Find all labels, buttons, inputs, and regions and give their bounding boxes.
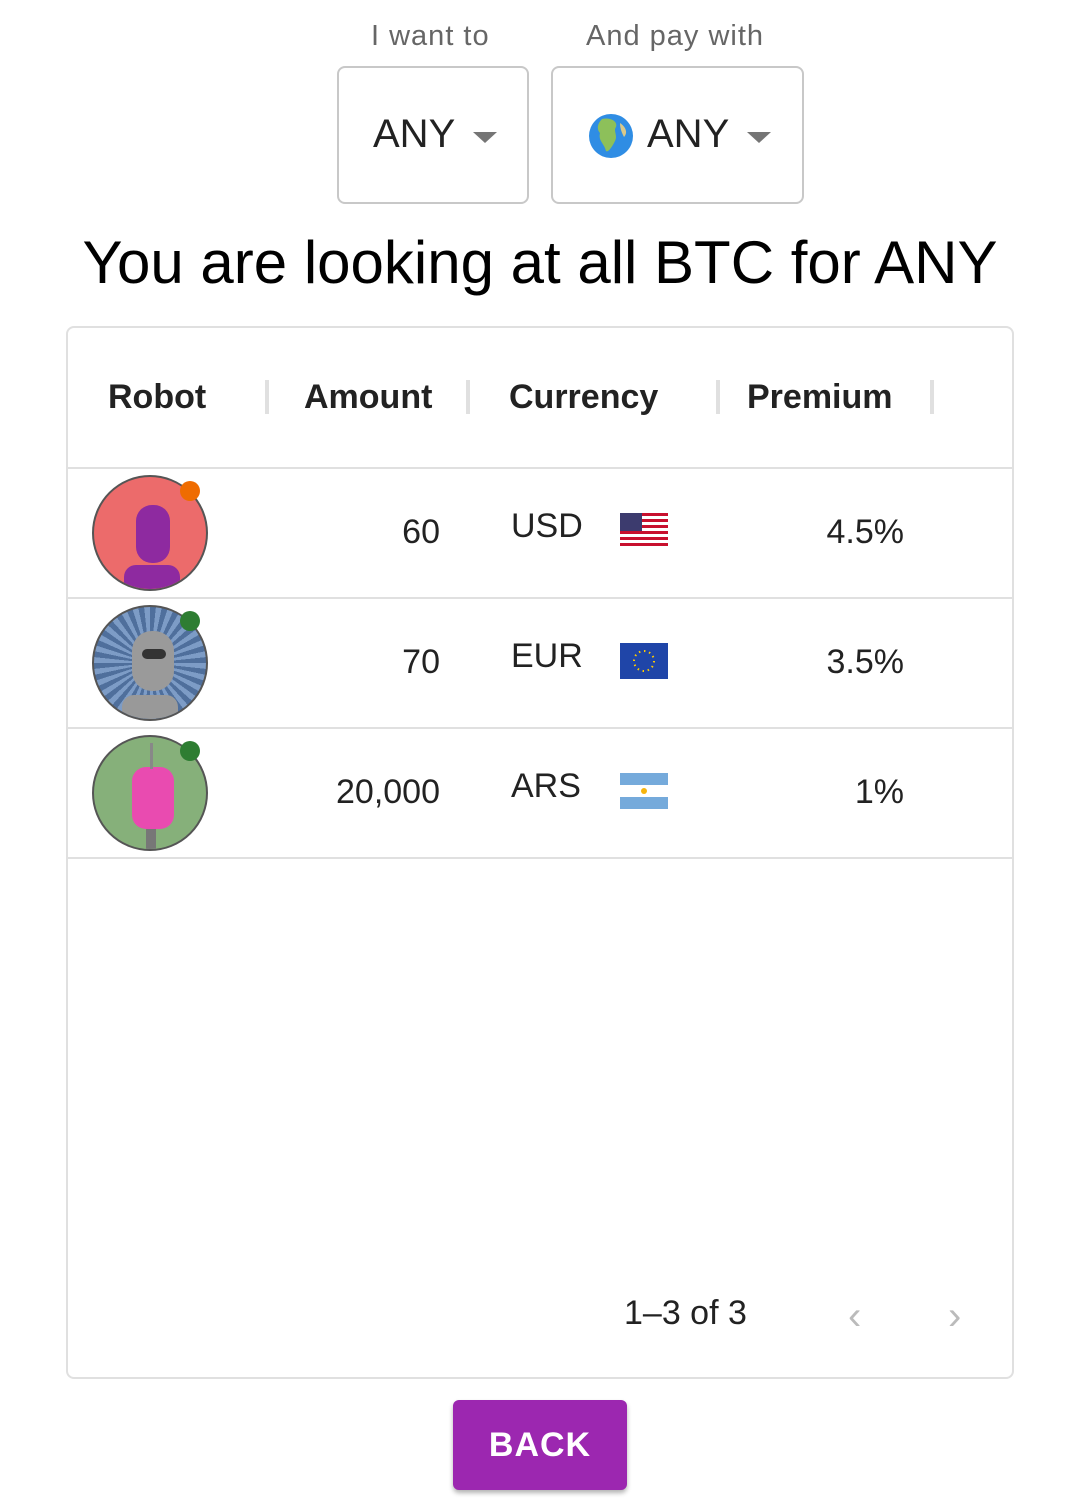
us-flag-icon: [620, 513, 668, 549]
chevron-left-icon[interactable]: ‹: [848, 1294, 862, 1338]
premium: 3.5%: [826, 643, 905, 681]
pay-label: And pay with: [586, 20, 765, 52]
premium: 1%: [854, 773, 904, 811]
pay-value: ANY: [647, 112, 730, 156]
table-row[interactable]: 70 EUR 3.5%: [68, 599, 1012, 729]
ar-flag-icon: [620, 773, 668, 809]
column-separator[interactable]: [466, 380, 470, 414]
premium: 4.5%: [826, 513, 905, 551]
currency: USD: [511, 507, 583, 545]
pagination-info: 1–3 of 3: [624, 1294, 747, 1332]
want-label: I want to: [371, 20, 490, 52]
col-premium[interactable]: Premium: [747, 378, 893, 416]
column-separator[interactable]: [265, 380, 269, 414]
amount: 70: [402, 643, 440, 681]
chevron-down-icon: [473, 132, 497, 143]
want-select[interactable]: ANY: [337, 66, 529, 204]
amount: 60: [402, 513, 440, 551]
column-separator[interactable]: [930, 380, 934, 414]
currency: ARS: [511, 767, 581, 805]
column-separator[interactable]: [716, 380, 720, 414]
amount: 20,000: [336, 773, 440, 811]
want-value: ANY: [373, 112, 456, 156]
globe-icon: [589, 114, 633, 158]
order-table: Robot Amount Currency Premium 60 USD 4.5…: [66, 326, 1014, 1379]
status-dot: [180, 741, 200, 761]
col-amount[interactable]: Amount: [304, 378, 433, 416]
page-title: You are looking at all BTC for ANY: [82, 229, 998, 296]
back-button[interactable]: BACK: [453, 1400, 627, 1490]
chevron-down-icon: [747, 132, 771, 143]
status-dot: [180, 481, 200, 501]
table-row[interactable]: 60 USD 4.5%: [68, 469, 1012, 599]
chevron-right-icon[interactable]: ›: [948, 1294, 962, 1338]
table-row[interactable]: 20,000 ARS 1%: [68, 729, 1012, 859]
col-currency[interactable]: Currency: [509, 378, 659, 416]
pay-select[interactable]: ANY: [551, 66, 804, 204]
col-robot[interactable]: Robot: [108, 378, 207, 416]
eu-flag-icon: [620, 643, 668, 679]
currency: EUR: [511, 637, 583, 675]
table-header: Robot Amount Currency Premium: [68, 328, 1012, 469]
status-dot: [180, 611, 200, 631]
